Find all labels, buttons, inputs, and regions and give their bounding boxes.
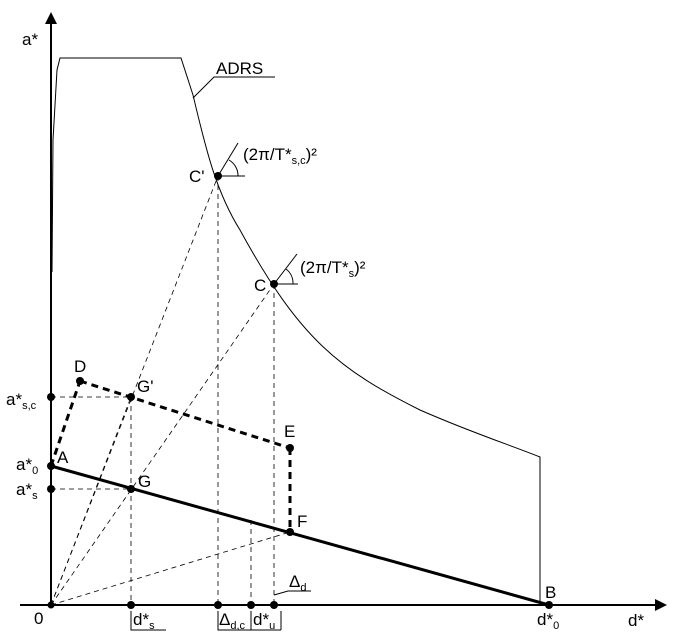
y-tick-a-0: a*0 bbox=[16, 455, 38, 477]
secant-to-f bbox=[50, 531, 291, 606]
line-a-d bbox=[49, 380, 82, 467]
slope-marker-c-prime bbox=[217, 142, 245, 177]
secant-lines bbox=[50, 175, 291, 606]
x-tick-brackets bbox=[130, 590, 311, 631]
point-g bbox=[127, 485, 135, 493]
x-axis-label: d* bbox=[628, 611, 644, 630]
projection-lines bbox=[51, 176, 275, 605]
point-d bbox=[76, 377, 84, 385]
label-b: B bbox=[545, 583, 556, 602]
adrs-label-leader bbox=[192, 76, 275, 99]
y-tick-a-sc: a*s,c bbox=[6, 390, 37, 412]
point-a bbox=[47, 462, 55, 470]
shifted-capacity-path bbox=[49, 379, 292, 532]
slope-label-c-prime: (2π/T*s,c)² bbox=[243, 145, 317, 167]
x-tick-delta-d: Δd bbox=[289, 572, 306, 594]
point-f bbox=[286, 528, 294, 536]
label-e: E bbox=[284, 422, 295, 441]
label-g: G bbox=[138, 472, 151, 491]
point-e bbox=[286, 444, 294, 452]
adrs-curve bbox=[51, 57, 541, 605]
x-tick-delta-dc: Δd,c bbox=[219, 610, 246, 632]
label-origin: 0 bbox=[34, 609, 43, 628]
secant-to-c bbox=[50, 283, 275, 606]
y-tick-a-s: a*s bbox=[16, 480, 38, 502]
point-dc-tick bbox=[247, 601, 255, 609]
point-b bbox=[545, 601, 553, 609]
label-g-prime: G' bbox=[137, 377, 153, 396]
label-c-prime: C' bbox=[189, 167, 205, 186]
point-d-s-tick bbox=[127, 601, 135, 609]
y-axis-label: a* bbox=[22, 30, 38, 49]
x-tick-d-u: d*u bbox=[253, 610, 275, 632]
point-delta-dc-tick bbox=[214, 601, 222, 609]
secant-to-c-prime bbox=[50, 175, 219, 606]
label-f: F bbox=[297, 512, 307, 531]
point-a-sc-tick bbox=[47, 393, 55, 401]
slope-label-c: (2π/T*s)² bbox=[300, 258, 366, 280]
point-c-prime bbox=[214, 172, 222, 180]
x-tick-d-s: d*s bbox=[133, 610, 155, 632]
x-tick-d-0: d*0 bbox=[537, 610, 559, 632]
slope-marker-c bbox=[273, 253, 298, 285]
label-a: A bbox=[57, 448, 69, 467]
point-origin bbox=[47, 601, 55, 609]
point-d-u-tick bbox=[270, 601, 278, 609]
point-c bbox=[270, 280, 278, 288]
line-d-e bbox=[79, 379, 291, 450]
point-g-prime bbox=[127, 393, 135, 401]
secant-to-g-prime bbox=[50, 396, 132, 606]
adrs-label: ADRS bbox=[216, 59, 263, 78]
point-a-s-tick bbox=[47, 485, 55, 493]
label-c: C bbox=[254, 276, 266, 295]
points bbox=[47, 172, 553, 609]
label-d: D bbox=[74, 357, 86, 376]
